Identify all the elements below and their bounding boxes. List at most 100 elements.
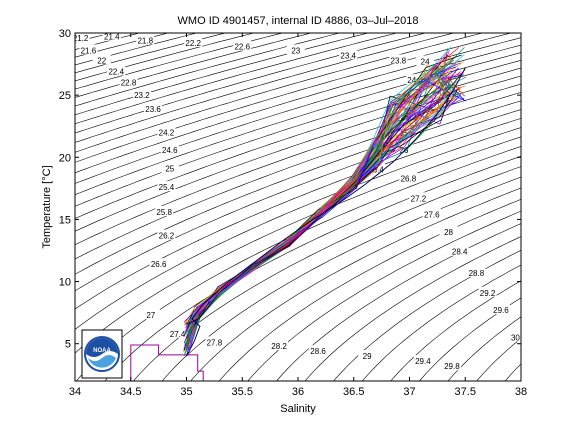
profile-line xyxy=(188,51,448,355)
isopleth-label-bg xyxy=(416,55,435,66)
y-tick-label: 5 xyxy=(65,339,71,351)
isopleth-label-bg xyxy=(406,74,425,85)
mean-profile-line xyxy=(186,67,466,357)
isopleth-line xyxy=(161,176,521,381)
isopleth-label: 30 xyxy=(511,334,520,343)
y-tick-label: 10 xyxy=(59,277,71,289)
y-axis-label: Temperature [°C] xyxy=(41,165,53,248)
isopleth-label-bg xyxy=(149,258,168,269)
x-tick-label: 34.5 xyxy=(120,386,141,398)
isopleth-label: 26.6 xyxy=(151,260,167,269)
isopleth-label: 23.4 xyxy=(340,51,356,60)
y-tick-label: 15 xyxy=(59,214,71,226)
isopleth-label-bg xyxy=(394,143,413,154)
isopleth-label-bg xyxy=(168,327,187,338)
isopleth-label: 29.8 xyxy=(444,362,460,371)
isopleth-label: 22.6 xyxy=(234,43,250,52)
isopleth-line xyxy=(75,118,521,310)
isopleth-line xyxy=(75,33,227,74)
region-outline-path xyxy=(130,344,204,381)
isopleth-label-bg xyxy=(79,44,98,55)
isopleth-label: 21.6 xyxy=(81,46,97,55)
isopleth-label: 25.8 xyxy=(156,208,172,217)
isopleth-label: 24.4 xyxy=(407,76,423,85)
isopleth-line xyxy=(75,92,521,260)
isopleth-label: 22.4 xyxy=(108,68,124,77)
x-tick-label: 34 xyxy=(69,386,81,398)
isopleth-label: 26.2 xyxy=(159,232,175,241)
isopleth-label-bg xyxy=(442,360,461,371)
isopleth-label-bg xyxy=(205,336,224,347)
isopleth-label-bg xyxy=(144,102,163,113)
isopleth-label: 24.2 xyxy=(159,128,175,137)
isopleth-label: 24 xyxy=(421,58,430,67)
isopleth-label-bg xyxy=(399,172,418,183)
y-tick-label: 20 xyxy=(59,152,71,164)
isopleth-line xyxy=(75,100,521,275)
isopleth-label: 29.6 xyxy=(493,306,509,315)
isopleth-label-bg xyxy=(160,143,179,154)
isopleth-label-bg xyxy=(157,229,176,240)
isopleth-label: 28.6 xyxy=(310,347,326,356)
x-axis-ticks: 34 34.5 35 35.5 36 36.5 37 37.5 38 xyxy=(69,33,527,398)
isopleth-label-bg xyxy=(413,355,432,366)
isopleth-label-bg xyxy=(409,192,428,203)
isopleth-label: 28.2 xyxy=(271,342,287,351)
isopleth-label-bg xyxy=(389,54,408,65)
isopleth-label-bg xyxy=(92,54,111,65)
isopleth-label: 29 xyxy=(363,352,372,361)
isopleth-line xyxy=(75,33,341,107)
isopleth-line xyxy=(75,33,284,90)
profile-line xyxy=(185,93,451,325)
density-isopleth-labels: 21.2 21.4 21.6 21.8 22 22.2 22.4 22.6 22.8 23 23.2… xyxy=(75,33,521,371)
isopleth-label: 23 xyxy=(291,46,300,55)
isopleth-label-bg xyxy=(233,40,252,51)
isopleth-line xyxy=(218,199,521,381)
isopleth-label: 27 xyxy=(146,311,155,320)
isopleth-label: 29.2 xyxy=(480,289,496,298)
isopleth-line xyxy=(504,363,521,381)
isopleth-line xyxy=(75,127,521,330)
isopleth-label: 22.2 xyxy=(185,39,201,48)
region-outline xyxy=(130,344,204,381)
isopleth-line xyxy=(75,136,521,354)
isopleth-label: 23.8 xyxy=(391,56,407,65)
isopleth-line xyxy=(75,33,455,143)
isopleth-label-bg xyxy=(286,44,305,55)
isopleth-label-bg xyxy=(160,162,179,173)
isopleth-label: 23.2 xyxy=(134,91,150,100)
isopleth-line xyxy=(75,33,256,82)
isopleth-line xyxy=(304,236,521,381)
isopleth-label-bg xyxy=(75,33,90,42)
isopleth-label-bg xyxy=(157,126,176,137)
y-tick-label: 30 xyxy=(59,28,71,40)
isopleth-line xyxy=(190,187,521,381)
isopleth-label: 25.4 xyxy=(159,183,175,192)
chart-title: WMO ID 4901457, internal ID 4886, 03–Jul… xyxy=(178,15,419,27)
y-axis-ticks: 5 10 15 20 25 30 xyxy=(59,28,521,351)
isopleth-label-bg xyxy=(184,36,203,47)
isopleth-label-bg xyxy=(107,65,126,76)
isopleth-label: 26.8 xyxy=(401,174,417,183)
isopleth-label: 25 xyxy=(165,164,174,173)
isopleth-label-bg xyxy=(478,286,497,297)
isopleth-line xyxy=(104,156,521,381)
isopleth-label-bg xyxy=(397,126,416,137)
isopleth-label-bg xyxy=(270,340,289,351)
isopleth-label: 25.6 xyxy=(398,128,414,137)
isopleth-label-bg xyxy=(119,76,138,87)
logo-text: NOAA xyxy=(93,348,111,354)
x-tick-label: 37.5 xyxy=(455,386,476,398)
isopleth-line xyxy=(75,109,521,292)
isopleth-label: 27.6 xyxy=(424,210,440,219)
isopleth-label-bg xyxy=(136,34,155,45)
isopleth-label-bg xyxy=(399,110,418,121)
isopleth-label: 28.4 xyxy=(452,248,468,257)
isopleth-label: 23.6 xyxy=(145,105,161,114)
isopleth-label-bg xyxy=(157,181,176,192)
isopleth-label: 28 xyxy=(444,228,453,237)
isopleth-label-bg xyxy=(467,266,486,277)
isopleth-label: 28.8 xyxy=(469,269,485,278)
isopleth-label-bg xyxy=(506,331,521,342)
